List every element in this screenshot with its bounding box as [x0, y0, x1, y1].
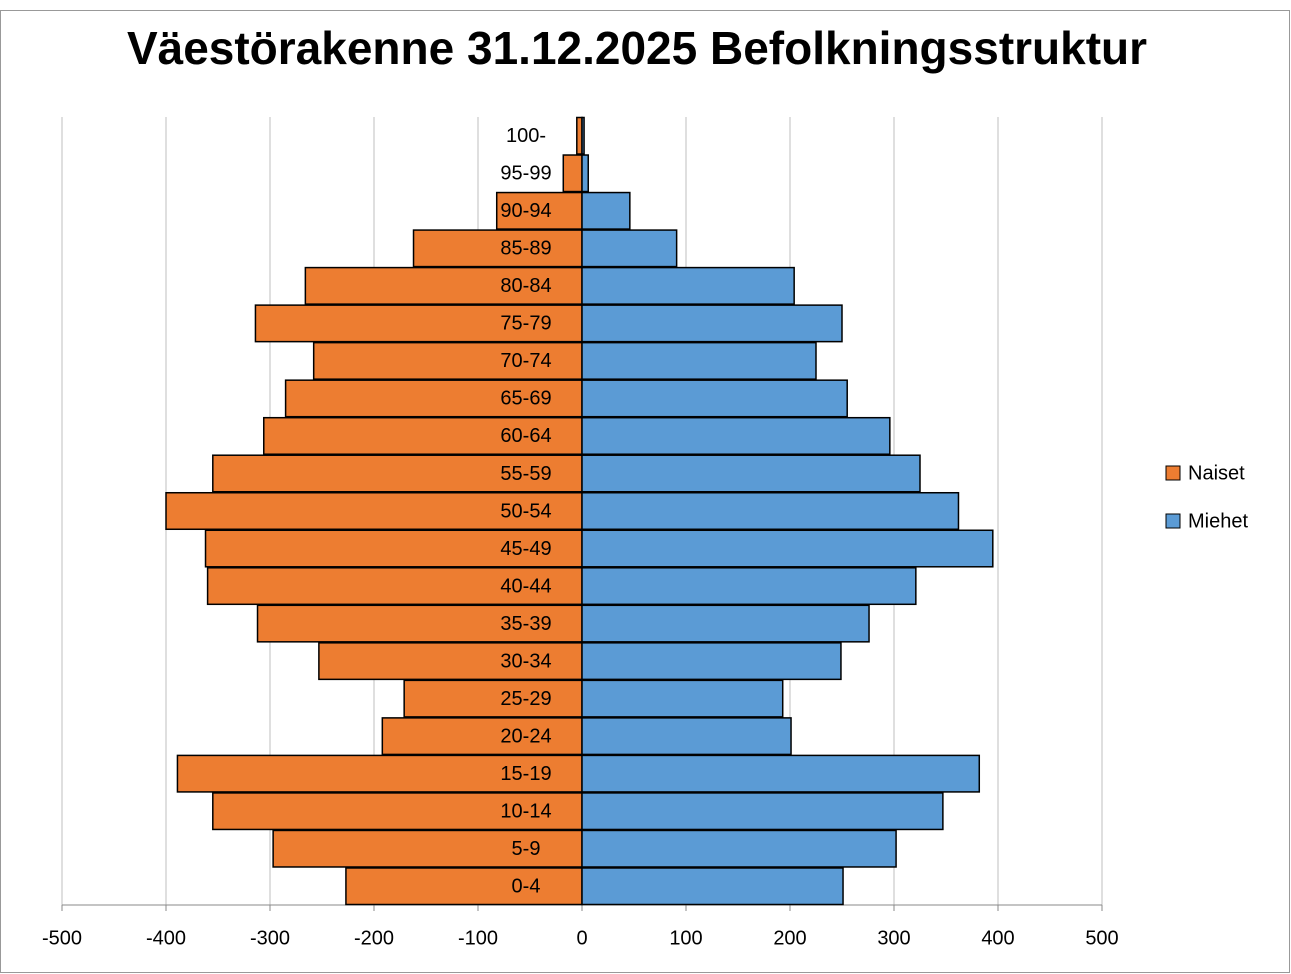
- x-tick-label: 200: [773, 927, 806, 949]
- category-label: 15-19: [500, 763, 551, 785]
- bar: [581, 604, 870, 643]
- category-label: 30-34: [500, 650, 551, 672]
- bar: [495, 191, 583, 230]
- x-tick-label: -100: [458, 927, 498, 949]
- category-label: 25-29: [500, 688, 551, 710]
- category-label: 60-64: [500, 425, 551, 447]
- bar: [581, 416, 891, 455]
- bar: [562, 154, 583, 193]
- bar: [412, 229, 583, 268]
- bar: [581, 154, 589, 193]
- bar: [581, 867, 844, 906]
- x-tick-label: -400: [146, 927, 186, 949]
- bar: [263, 416, 583, 455]
- bar: [581, 191, 631, 230]
- bar: [403, 679, 583, 718]
- bar: [304, 266, 583, 305]
- x-tick-label: 300: [877, 927, 910, 949]
- bar: [581, 229, 678, 268]
- legend-swatch: [1165, 465, 1181, 481]
- bar: [176, 754, 583, 793]
- bar: [581, 491, 960, 531]
- category-label: 85-89: [500, 238, 551, 260]
- chart-title: Väestörakenne 31.12.2025 Befolkningsstru…: [127, 22, 1147, 74]
- bar: [284, 379, 583, 418]
- category-label: 50-54: [500, 500, 551, 522]
- legend-label: Miehet: [1188, 510, 1248, 532]
- category-label: 35-39: [500, 613, 551, 635]
- x-tick-label: 100: [669, 927, 702, 949]
- category-label: 0-4: [512, 876, 541, 898]
- bar: [581, 567, 917, 606]
- bar: [581, 266, 795, 305]
- bar: [345, 867, 583, 906]
- bar: [581, 341, 817, 380]
- bar: [312, 341, 583, 380]
- bar: [381, 717, 583, 756]
- bar: [204, 529, 583, 568]
- category-label: 70-74: [500, 350, 551, 372]
- x-tick-label: -300: [250, 927, 290, 949]
- bar: [576, 116, 583, 155]
- x-tick-label: 400: [981, 927, 1014, 949]
- bar: [581, 717, 792, 756]
- legend-label: Naiset: [1188, 462, 1245, 484]
- bar: [212, 454, 583, 493]
- bar: [581, 529, 994, 568]
- bar: [581, 679, 784, 718]
- category-label: 80-84: [500, 275, 551, 297]
- bar: [165, 491, 583, 531]
- category-label: 45-49: [500, 538, 551, 560]
- bar: [581, 454, 921, 493]
- bar: [272, 829, 583, 868]
- bar: [256, 604, 583, 643]
- category-label: 75-79: [500, 313, 551, 335]
- bar: [581, 792, 944, 831]
- bar: [581, 116, 585, 155]
- bar: [254, 304, 583, 343]
- category-label: 10-14: [500, 800, 551, 822]
- category-label: 65-69: [500, 388, 551, 410]
- bar: [581, 304, 843, 343]
- bar: [318, 642, 583, 681]
- bar: [212, 792, 583, 831]
- x-tick-label: 0: [576, 927, 587, 949]
- bar: [581, 642, 842, 681]
- category-label: 90-94: [500, 200, 551, 222]
- x-tick-label: -200: [354, 927, 394, 949]
- category-label: 5-9: [512, 838, 541, 860]
- bar: [581, 829, 897, 868]
- category-label: 95-99: [500, 163, 551, 185]
- legend-swatch: [1165, 513, 1181, 529]
- bar: [206, 567, 583, 606]
- bar: [581, 754, 981, 793]
- bar: [581, 379, 848, 418]
- category-label: 40-44: [500, 575, 551, 597]
- x-tick-label: 500: [1085, 927, 1118, 949]
- category-label: 55-59: [500, 463, 551, 485]
- category-label: 20-24: [500, 725, 551, 747]
- x-tick-label: -500: [42, 927, 82, 949]
- category-label: 100-: [506, 125, 546, 147]
